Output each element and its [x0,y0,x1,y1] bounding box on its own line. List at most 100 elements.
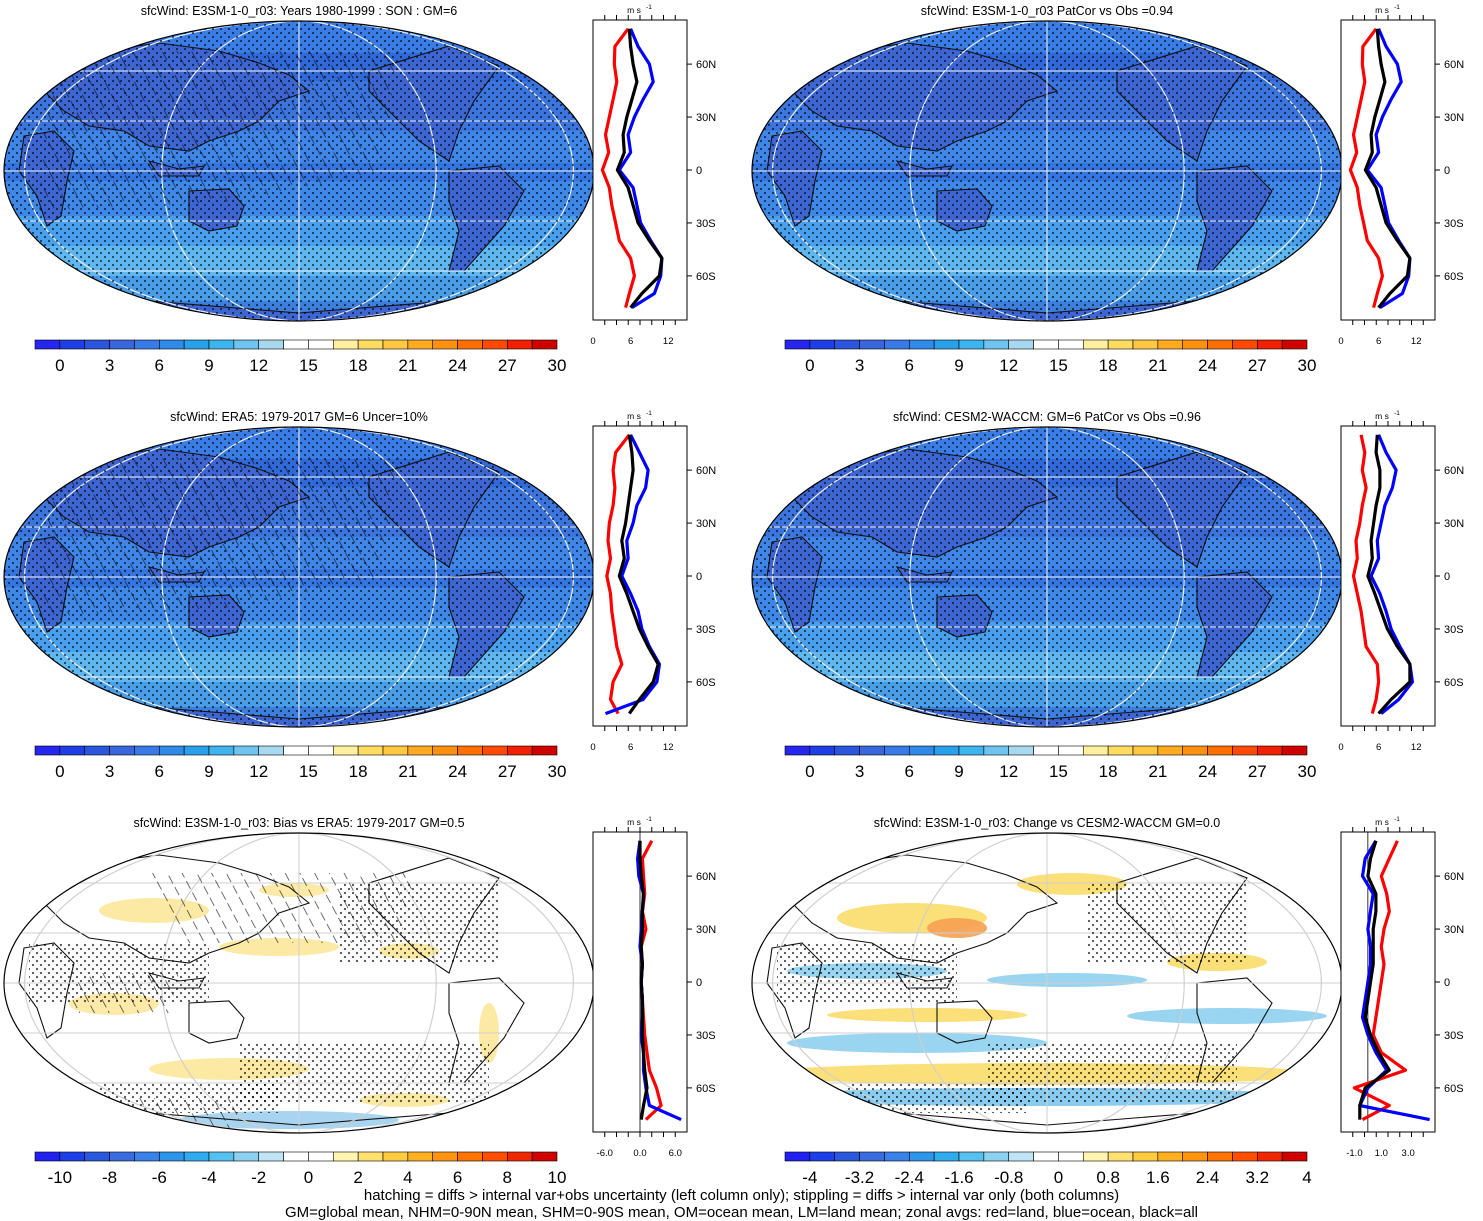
colorbar-swatch [1082,745,1109,756]
colorbar-swatch [183,745,210,756]
colorbar-swatch [933,1151,960,1162]
map-field [752,21,1342,321]
colorbar-swatch [332,745,359,756]
colorbar-tick-label: 12 [249,356,268,375]
colorbar-swatch [958,1151,985,1162]
colorbar-tick-label: 8 [503,1168,512,1187]
hatching-overlay [69,973,179,1013]
panel-4-map [3,832,595,1134]
colorbar-swatch [1182,1151,1208,1162]
colorbar-tick-label: 6 [905,762,914,781]
colorbar-swatch [482,339,508,350]
panel-1-map [751,20,1343,322]
meridian-line [772,833,1322,1133]
profile-lat-label: 0 [696,977,702,989]
profile-ocean-line [604,434,662,716]
continent-outline [791,854,1059,964]
colorbar-swatch [283,1151,309,1162]
colorbar-swatch [308,339,334,350]
profile-lat-label: 60N [1444,465,1464,477]
colorbar-tick-label: 9 [954,356,963,375]
colorbar-tick-label: 18 [1099,356,1118,375]
profile-unit-exponent: -1 [646,4,652,11]
colorbar-swatch [859,745,885,756]
profile-lat-label: 0 [696,571,702,583]
profile-x-tick-label: 1.0 [1375,1148,1388,1159]
profile-unit-exponent: -1 [646,410,652,417]
profile-unit-exponent: -1 [646,816,652,823]
colorbar-swatch [1232,1151,1258,1162]
profile-lat-label: 60S [1444,1083,1464,1095]
colorbar-tick-label: 21 [398,762,417,781]
profile-lat-label: 30N [696,924,716,936]
panel-4-title: sfcWind: E3SM-1-0_r03: Bias vs ERA5: 197… [133,816,464,830]
colorbar-swatch [809,339,836,350]
colorbar-swatch [482,745,508,756]
colorbar-tick-label: 21 [398,356,417,375]
map-field [4,427,594,727]
profile-x-tick-label: 6 [1376,336,1381,347]
colorbar-swatch [183,339,210,350]
panel-1: sfcWind: E3SM-1-0_r03 PatCor vs Obs =0.9… [751,4,1464,375]
colorbar-tick-label: 15 [299,762,318,781]
colorbar-swatch [134,745,160,756]
panel-2-map [3,426,595,728]
colorbar-swatch [1107,745,1134,756]
colorbar-swatch [1058,1151,1084,1162]
colorbar-swatch [884,1151,910,1162]
profile-land-line [1348,27,1385,309]
colorbar-tick-label: 2 [353,1168,362,1187]
panel-4-colorbar: -10 -8 -6 -4 -2 0 2 4 6 8 10 [34,1151,567,1187]
panel-3-title: sfcWind: CESM2-WACCM: GM=6 PatCor vs Obs… [893,410,1201,424]
colorbar-swatch [1107,1151,1134,1162]
colorbar-tick-label: 6 [453,1168,462,1187]
profile-x-tick-label: 6 [1376,742,1381,753]
colorbar-swatch [983,339,1010,350]
colorbar-tick-label: 24 [1198,356,1217,375]
colorbar-swatch [84,339,110,350]
profile-lat-label: 30N [696,112,716,124]
profile-land-line [600,27,637,309]
colorbar-tick-label: 0 [805,762,814,781]
colorbar-tick-label: -2 [251,1168,266,1187]
profile-lat-label: 0 [696,165,702,177]
colorbar-swatch [1033,339,1059,350]
colorbar-tick-label: -10 [48,1168,73,1187]
colorbar-tick-label: 12 [999,762,1018,781]
anomaly-patch [927,918,987,938]
colorbar-swatch [1182,745,1208,756]
colorbar-swatch [1281,745,1308,756]
panel-2: sfcWind: ERA5: 1979-2017 GM=6 Uncer=10% … [3,410,716,781]
colorbar-swatch [407,745,434,756]
colorbar-swatch [233,745,260,756]
colorbar-swatch [1107,339,1134,350]
colorbar-swatch [1207,339,1233,350]
profile-unit-label: m s [1375,817,1389,827]
colorbar-swatch [1157,745,1184,756]
colorbar-swatch [859,1151,885,1162]
hatching-overlay [49,1098,239,1128]
colorbar-swatch [482,1151,508,1162]
colorbar-swatch [308,745,334,756]
stippling-overlay [752,427,1342,727]
profile-lat-label: 0 [1444,977,1450,989]
profile-unit-exponent: -1 [1394,410,1400,417]
profile-unit-label: m s [1375,5,1389,15]
panel-5-profile: 60N 30N 0 30S 60S -1.0 1.0 3.0 m s -1 [1340,816,1464,1159]
profile-lat-label: 60N [1444,59,1464,71]
colorbar-swatch [432,745,458,756]
colorbar-swatch [1008,1151,1034,1162]
panel-4-profile: 60N 30N 0 30S 60S -6.0 0.0 6.0 m s -1 [592,816,716,1159]
colorbar-tick-label: 3 [855,356,864,375]
colorbar-tick-label: 30 [1298,356,1317,375]
panel-3-colorbar: 0 3 6 9 12 15 18 21 24 27 30 [784,745,1316,781]
caption-line-1: hatching = diffs > internal var+obs unce… [363,1187,1120,1204]
colorbar-swatch [1281,1151,1308,1162]
colorbar-swatch [809,745,836,756]
colorbar-swatch [834,1151,860,1162]
colorbar-swatch [1232,339,1258,350]
profile-land-line [1352,840,1408,1122]
colorbar-tick-label: 10 [548,1168,567,1187]
profile-x-tick-label: 12 [663,742,674,753]
colorbar-tick-label: 24 [448,356,467,375]
